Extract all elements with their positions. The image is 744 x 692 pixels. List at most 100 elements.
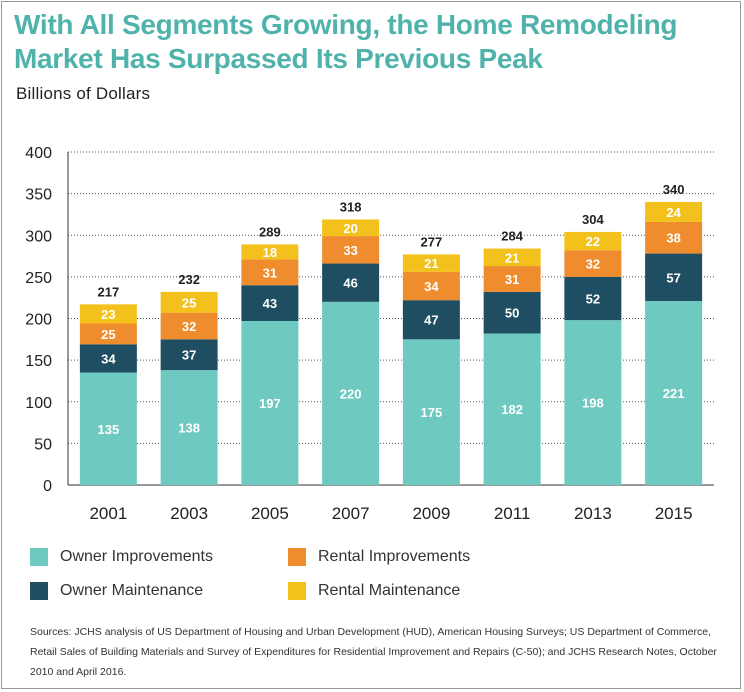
bar-segment	[160, 339, 218, 371]
bar-segment	[79, 372, 137, 485]
chart-subtitle: Billions of Dollars	[16, 84, 151, 103]
bar-total-label: 340	[663, 182, 685, 197]
bar-total-label: 304	[582, 212, 604, 227]
bar-value-label: 25	[101, 327, 115, 342]
legend-label: Owner Maintenance	[60, 582, 204, 599]
bar-value-label: 20	[343, 221, 357, 236]
bar-value-label: 31	[263, 265, 277, 280]
bar-segment	[160, 312, 218, 340]
bar-value-label: 21	[424, 256, 438, 271]
bar-value-label: 52	[586, 292, 600, 307]
bar-value-label: 25	[182, 295, 196, 310]
bar-value-label: 197	[259, 396, 281, 411]
bar-segment	[564, 231, 622, 251]
legend-item-owner-maintenance: Owner Maintenance	[30, 582, 203, 600]
y-tick-label: 300	[25, 228, 52, 245]
bar-segment	[483, 333, 541, 485]
x-tick-label: 2011	[494, 504, 531, 523]
legend-swatch	[30, 548, 48, 566]
bar-value-label: 57	[666, 270, 680, 285]
y-tick-label: 100	[25, 395, 52, 412]
bar-segment	[322, 301, 380, 485]
bar-value-label: 24	[666, 205, 681, 220]
bar-segment	[483, 291, 541, 334]
bar-segment	[79, 304, 137, 324]
bar-value-label: 221	[663, 386, 685, 401]
x-tick-label: 2013	[574, 504, 612, 523]
bar-total-label: 318	[340, 199, 362, 214]
legend-item-rental-improvements: Rental Improvements	[288, 548, 470, 566]
bar-segment	[241, 285, 299, 321]
bar-value-label: 32	[586, 257, 600, 272]
x-tick-label: 2007	[332, 504, 370, 523]
bar-value-label: 22	[586, 234, 600, 249]
chart-title-line-2: Market Has Surpassed Its Previous Peak	[14, 43, 543, 74]
bar-segment	[645, 301, 703, 485]
y-tick-label: 400	[25, 145, 52, 162]
bar-segment	[322, 263, 380, 302]
bar-value-label: 34	[424, 279, 439, 294]
bar-value-label: 182	[501, 402, 523, 417]
bar-segment	[402, 254, 460, 272]
bar-total-label: 289	[259, 224, 281, 239]
chart-title-line-1: With All Segments Growing, the Home Remo…	[14, 9, 678, 40]
bar-value-label: 175	[421, 405, 443, 420]
bar-total-label: 277	[421, 234, 443, 249]
bar-segment	[564, 320, 622, 485]
stacked-bar-chart: 0 50 100 150 200 250 300 350 400 135 34 25 23 217 2001…	[25, 145, 714, 523]
bar-value-label: 32	[182, 319, 196, 334]
bar-segment	[322, 236, 380, 264]
bar-total-label: 284	[501, 229, 523, 244]
x-tick-label: 2003	[170, 504, 208, 523]
bar-segment	[402, 300, 460, 340]
bar-segment	[402, 271, 460, 301]
bar-value-label: 33	[343, 243, 357, 258]
bar-value-label: 138	[178, 421, 200, 436]
bar-segment	[483, 248, 541, 267]
bar-value-label: 220	[340, 386, 362, 401]
bar-segment	[241, 244, 299, 260]
y-tick-label: 50	[34, 436, 52, 453]
legend-item-rental-maintenance: Rental Maintenance	[288, 582, 460, 600]
bar-segment	[564, 250, 622, 277]
x-tick-label: 2005	[251, 504, 289, 523]
bar-segment	[645, 201, 703, 222]
bar-total-label: 217	[98, 284, 120, 299]
bar-value-label: 135	[98, 422, 120, 437]
legend-swatch	[30, 582, 48, 600]
legend-label: Rental Maintenance	[318, 582, 461, 599]
bar-value-label: 38	[666, 231, 680, 246]
bar-value-label: 47	[424, 313, 438, 328]
legend: Owner Improvements Rental Improvements O…	[30, 548, 730, 618]
bar-value-label: 21	[505, 250, 519, 265]
bar-value-label: 198	[582, 396, 604, 411]
bar-segment	[645, 221, 703, 254]
bar-value-label: 43	[263, 296, 277, 311]
bar-segment	[79, 344, 137, 373]
bar-segment	[241, 259, 299, 286]
y-tick-label: 250	[25, 270, 52, 287]
bar-value-label: 18	[263, 245, 277, 260]
bar-segment	[160, 291, 218, 313]
x-tick-label: 2009	[412, 504, 450, 523]
legend-label: Owner Improvements	[60, 548, 213, 565]
bar-segment	[79, 323, 137, 345]
y-tick-label: 200	[25, 312, 52, 329]
bar-total-label: 232	[178, 272, 200, 287]
y-tick-label: 150	[25, 353, 52, 370]
sources-note: Sources: JCHS analysis of US Department …	[30, 626, 717, 678]
bar-value-label: 46	[343, 276, 357, 291]
bar-segment	[402, 339, 460, 485]
chart-title: With All Segments Growing, the Home Remo…	[14, 8, 734, 76]
legend-label: Rental Improvements	[318, 548, 471, 565]
bar-value-label: 34	[101, 351, 116, 366]
y-tick-label: 350	[25, 187, 52, 204]
bar-segment	[483, 266, 541, 292]
legend-swatch	[288, 548, 306, 566]
x-tick-label: 2015	[655, 504, 693, 523]
x-tick-label: 2001	[89, 504, 127, 523]
y-tick-label: 0	[43, 478, 52, 495]
bar-segment	[322, 219, 380, 237]
bar-value-label: 50	[505, 306, 519, 321]
